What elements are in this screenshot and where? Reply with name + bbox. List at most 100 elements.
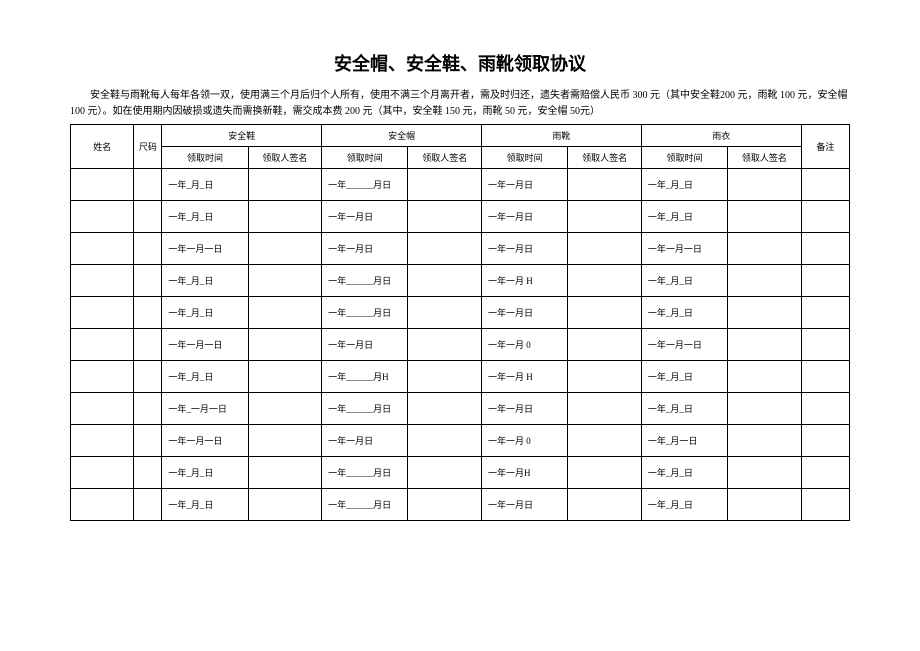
table-cell — [568, 457, 642, 489]
table-cell — [408, 297, 482, 329]
table-cell — [71, 233, 134, 265]
table-cell — [801, 297, 849, 329]
table-cell: 一年一月一日 — [641, 233, 727, 265]
table-cell — [408, 361, 482, 393]
table-cell — [728, 169, 802, 201]
table-cell — [801, 425, 849, 457]
table-cell: 一年一月一日 — [641, 329, 727, 361]
table-cell: 一年一月日 — [482, 393, 568, 425]
table-cell: 一年一月 H — [482, 361, 568, 393]
table-cell — [408, 169, 482, 201]
table-cell: 一年一月日 — [322, 201, 408, 233]
table-cell — [134, 169, 162, 201]
header-cat2: 安全帽 — [322, 125, 482, 147]
table-cell — [134, 393, 162, 425]
table-row: 一年一月一日一年一月日一年一月 0一年_月一日 — [71, 425, 850, 457]
table-cell — [134, 489, 162, 521]
table-row: 一年_月_日一年______月日一年一月日一年_月_日 — [71, 297, 850, 329]
table-cell: 一年_月_日 — [641, 489, 727, 521]
table-cell — [408, 425, 482, 457]
table-cell: 一年_月_日 — [641, 265, 727, 297]
table-cell — [408, 233, 482, 265]
table-row: 一年_一月一日一年______月日一年一月日一年_月_日 — [71, 393, 850, 425]
table-cell — [728, 425, 802, 457]
header-sign-3: 领取人签名 — [568, 147, 642, 169]
table-cell — [728, 201, 802, 233]
table-cell: 一年______月日 — [322, 265, 408, 297]
table-cell — [801, 457, 849, 489]
table-cell: 一年_月_日 — [162, 489, 248, 521]
table-cell: 一年一月一日 — [162, 425, 248, 457]
header-sign-1: 领取人签名 — [248, 147, 322, 169]
table-cell: 一年_一月一日 — [162, 393, 248, 425]
table-row: 一年_月_日一年______月日一年一月 H一年_月_日 — [71, 265, 850, 297]
table-cell — [568, 297, 642, 329]
table-cell: 一年_月_日 — [162, 169, 248, 201]
table-cell: 一年______月日 — [322, 457, 408, 489]
header-cat4: 雨衣 — [641, 125, 801, 147]
table-row: 一年_月_日一年______月日一年一月日一年_月_日 — [71, 489, 850, 521]
table-cell — [408, 393, 482, 425]
table-cell: 一年一月日 — [482, 233, 568, 265]
table-cell — [248, 425, 322, 457]
table-cell — [728, 489, 802, 521]
table-cell — [801, 393, 849, 425]
table-cell — [728, 265, 802, 297]
table-cell — [248, 457, 322, 489]
table-cell: 一年一月一日 — [162, 233, 248, 265]
table-cell — [248, 297, 322, 329]
table-cell — [134, 297, 162, 329]
table-cell — [71, 489, 134, 521]
table-cell: 一年______月H — [322, 361, 408, 393]
table-cell: 一年_月_日 — [641, 201, 727, 233]
table-cell — [728, 393, 802, 425]
table-cell — [71, 457, 134, 489]
table-cell: 一年_月_日 — [641, 361, 727, 393]
table-cell — [71, 361, 134, 393]
table-cell: 一年一月一日 — [162, 329, 248, 361]
table-cell — [801, 329, 849, 361]
table-cell — [248, 169, 322, 201]
table-cell — [408, 329, 482, 361]
table-cell — [71, 265, 134, 297]
table-cell: 一年一月日 — [322, 425, 408, 457]
table-cell — [568, 425, 642, 457]
header-time-1: 领取时间 — [162, 147, 248, 169]
table-cell — [134, 265, 162, 297]
table-cell — [71, 169, 134, 201]
table-cell: 一年_月一日 — [641, 425, 727, 457]
table-cell — [248, 265, 322, 297]
table-cell — [71, 329, 134, 361]
header-row-2: 领取时间 领取人签名 领取时间 领取人签名 领取时间 领取人签名 领取时间 领取… — [71, 147, 850, 169]
table-cell — [134, 201, 162, 233]
table-cell — [568, 265, 642, 297]
table-cell — [248, 329, 322, 361]
table-cell: 一年一月 0 — [482, 329, 568, 361]
table-cell: 一年一月 H — [482, 265, 568, 297]
header-name: 姓名 — [71, 125, 134, 169]
header-time-2: 领取时间 — [322, 147, 408, 169]
table-cell: 一年一月日 — [482, 201, 568, 233]
table-cell — [248, 393, 322, 425]
table-cell: 一年______月日 — [322, 169, 408, 201]
header-cat1: 安全鞋 — [162, 125, 322, 147]
header-remark: 备注 — [801, 125, 849, 169]
table-cell — [728, 457, 802, 489]
table-cell — [728, 297, 802, 329]
table-cell — [248, 361, 322, 393]
table-cell: 一年一月日 — [322, 329, 408, 361]
table-cell — [801, 361, 849, 393]
table-cell: 一年_月_日 — [162, 297, 248, 329]
table-row: 一年_月_日一年______月日一年一月日一年_月_日 — [71, 169, 850, 201]
table-cell — [801, 201, 849, 233]
header-cat3: 雨靴 — [482, 125, 642, 147]
table-cell — [728, 329, 802, 361]
table-cell: 一年______月日 — [322, 489, 408, 521]
table-cell — [71, 393, 134, 425]
table-cell: 一年_月_日 — [641, 393, 727, 425]
document-description: 安全鞋与雨靴每人每年各领一双，使用满三个月后归个人所有，使用不满三个月离开者，需… — [70, 88, 850, 120]
table-cell — [408, 201, 482, 233]
receipt-table: 姓名 尺码 安全鞋 安全帽 雨靴 雨衣 备注 领取时间 领取人签名 领取时间 领… — [70, 124, 850, 521]
header-sign-4: 领取人签名 — [728, 147, 802, 169]
table-cell — [568, 361, 642, 393]
